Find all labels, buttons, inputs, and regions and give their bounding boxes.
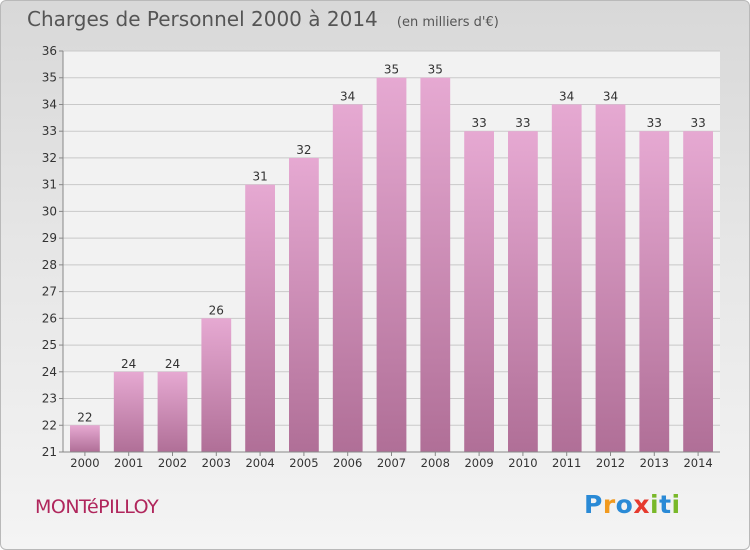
chart-subtitle: (en milliers d'€) bbox=[396, 15, 499, 30]
x-tick-label: 2002 bbox=[158, 456, 187, 470]
data-label-2001: 24 bbox=[121, 357, 136, 371]
bar-2001 bbox=[113, 371, 144, 452]
x-tick-label: 2011 bbox=[552, 456, 581, 470]
y-tick-label: 22 bbox=[42, 418, 57, 432]
data-label-2003: 26 bbox=[209, 303, 224, 317]
logo-letter: i bbox=[671, 490, 681, 519]
bar-2007 bbox=[376, 77, 407, 452]
bar-2005 bbox=[289, 157, 319, 452]
y-tick-label: 21 bbox=[42, 445, 57, 459]
data-labels: 22 24 24 26 31 32 34 35 35 33 33 34 34 33 33 bbox=[77, 63, 705, 425]
data-label-2009: 33 bbox=[471, 116, 486, 130]
bar-2014 bbox=[683, 131, 713, 452]
y-tick-label: 23 bbox=[42, 392, 57, 406]
bar-2011 bbox=[551, 104, 582, 452]
commune-name: MONTéPILLOY bbox=[35, 496, 159, 518]
chart-header: Charges de Personnel 2000 à 2014 (en mil… bbox=[27, 7, 499, 31]
data-label-2000: 22 bbox=[77, 410, 92, 424]
y-tick-label: 30 bbox=[42, 204, 57, 218]
data-label-2010: 33 bbox=[515, 116, 530, 130]
y-tick-label: 25 bbox=[42, 338, 57, 352]
bar-2010 bbox=[508, 131, 538, 452]
x-tick-label: 2009 bbox=[464, 456, 493, 470]
bar-2003 bbox=[201, 318, 232, 452]
data-label-2002: 24 bbox=[165, 357, 180, 371]
bar-2013 bbox=[639, 131, 670, 452]
bar-2002 bbox=[157, 371, 188, 452]
y-tick-label: 36 bbox=[42, 44, 57, 58]
x-tick-label: 2003 bbox=[202, 456, 231, 470]
x-tick-label: 2010 bbox=[508, 456, 537, 470]
y-tick-label: 35 bbox=[42, 71, 57, 85]
logo-letter: i bbox=[650, 490, 660, 519]
x-tick-label: 2006 bbox=[333, 456, 362, 470]
data-label-2008: 35 bbox=[428, 63, 443, 77]
proxiti-logo: Proxiti bbox=[584, 490, 681, 519]
chart-title: Charges de Personnel 2000 à 2014 bbox=[27, 7, 378, 31]
x-axis-ticks: 2000 2001 2002 2003 2004 2005 2006 2007 2008 2009… bbox=[70, 452, 713, 470]
x-tick-label: 2007 bbox=[377, 456, 406, 470]
logo-letter: o bbox=[615, 490, 634, 519]
bar-2012 bbox=[595, 104, 626, 452]
bar-2008 bbox=[420, 77, 451, 452]
bars bbox=[70, 77, 713, 452]
axes bbox=[62, 51, 720, 453]
logo-letter: P bbox=[584, 490, 603, 519]
data-label-2005: 32 bbox=[296, 143, 311, 157]
logo-letter: t bbox=[659, 490, 672, 519]
data-label-2004: 31 bbox=[252, 170, 267, 184]
bar-2004 bbox=[245, 184, 275, 452]
x-tick-label: 2014 bbox=[683, 456, 712, 470]
x-tick-label: 2000 bbox=[70, 456, 99, 470]
y-tick-label: 27 bbox=[42, 285, 57, 299]
data-label-2011: 34 bbox=[559, 89, 574, 103]
bar-2009 bbox=[464, 131, 494, 452]
y-tick-label: 29 bbox=[42, 231, 57, 245]
logo-letter: r bbox=[602, 490, 616, 519]
data-label-2006: 34 bbox=[340, 89, 355, 103]
data-label-2007: 35 bbox=[384, 63, 399, 77]
x-tick-label: 2013 bbox=[640, 456, 669, 470]
bar-2000 bbox=[70, 425, 100, 452]
data-label-2013: 33 bbox=[647, 116, 662, 130]
y-tick-label: 34 bbox=[42, 97, 57, 111]
y-tick-label: 26 bbox=[42, 311, 57, 325]
y-axis-ticks: 21 22 23 24 25 26 27 28 29 30 31 32 33 34 35 36 bbox=[42, 44, 63, 459]
y-tick-label: 33 bbox=[42, 124, 57, 138]
y-tick-label: 31 bbox=[42, 178, 57, 192]
y-tick-label: 28 bbox=[42, 258, 57, 272]
x-tick-label: 2001 bbox=[114, 456, 143, 470]
x-tick-label: 2004 bbox=[245, 456, 274, 470]
data-label-2014: 33 bbox=[690, 116, 705, 130]
x-tick-label: 2012 bbox=[596, 456, 625, 470]
x-tick-label: 2005 bbox=[289, 456, 318, 470]
y-tick-label: 32 bbox=[42, 151, 57, 165]
y-tick-label: 24 bbox=[42, 365, 57, 379]
bar-2006 bbox=[332, 104, 363, 452]
data-label-2012: 34 bbox=[603, 89, 618, 103]
logo-letter: x bbox=[633, 490, 650, 519]
x-tick-label: 2008 bbox=[421, 456, 450, 470]
